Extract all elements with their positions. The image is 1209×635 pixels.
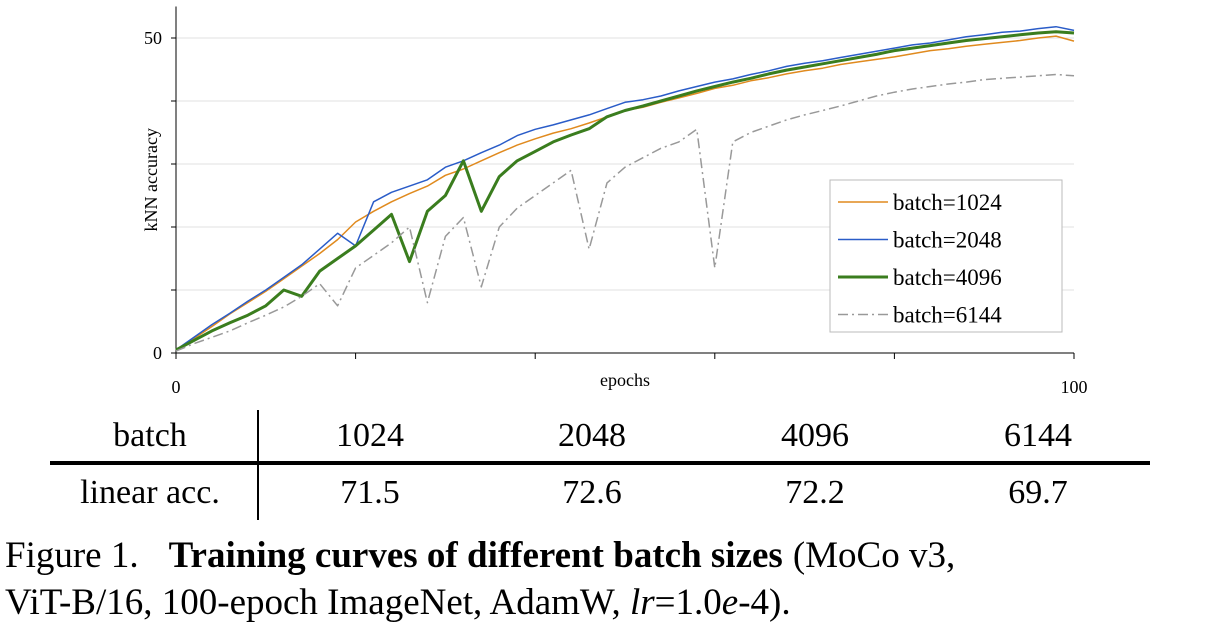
chart: 0 50 0 100 epochs kNN accuracy batch=1024 batch… [141, 6, 1088, 397]
caption-title: Training curves of different batch sizes [169, 535, 783, 576]
caption-text: e [722, 582, 738, 623]
y-axis-label: kNN accuracy [141, 128, 161, 231]
x-tick-label: 100 [1061, 377, 1088, 397]
caption-text: (MoCo v3, [793, 535, 955, 576]
caption-label: Figure 1. [5, 535, 139, 576]
table-header-cell: 4096 [781, 417, 849, 454]
legend-label: batch=2048 [893, 228, 1002, 253]
caption-text: -4). [738, 582, 790, 623]
series-line [175, 25, 1075, 351]
caption-line: Figure 1. Training curves of different ba… [5, 535, 955, 576]
table-cell: 71.5 [340, 474, 400, 511]
series-line [175, 73, 1075, 352]
caption-text: =1.0 [655, 582, 722, 623]
table-cell: linear acc. [80, 474, 220, 511]
table [50, 410, 1150, 520]
legend-label: batch=4096 [893, 265, 1002, 290]
table-cell: 69.7 [1008, 474, 1068, 511]
legend-label: batch=6144 [893, 303, 1002, 328]
x-tick-label: 0 [172, 377, 181, 397]
table-header-cell: 1024 [336, 417, 404, 454]
caption-line: ViT-B/16, 100-epoch ImageNet, AdamW, lr=… [5, 582, 791, 623]
table-cells: batch 1024 2048 4096 6144 linear acc. 71.5 72.6… [80, 417, 1072, 511]
legend-box [829, 179, 1063, 333]
y-tick-label: 50 [144, 28, 162, 48]
series-line [175, 30, 1075, 352]
table-cell: 72.6 [562, 474, 622, 511]
table-header-cell: 6144 [1004, 417, 1072, 454]
legend-label: batch=1024 [893, 190, 1002, 215]
x-axis-label: epochs [600, 370, 650, 390]
table-header-cell: 2048 [558, 417, 626, 454]
table-header-cell: batch [113, 417, 187, 454]
caption-text: ViT-B/16, 100-epoch ImageNet, AdamW, [5, 582, 630, 623]
y-tick-label: 0 [153, 343, 162, 363]
caption-text: lr [630, 582, 655, 623]
table-cell: 72.2 [785, 474, 845, 511]
